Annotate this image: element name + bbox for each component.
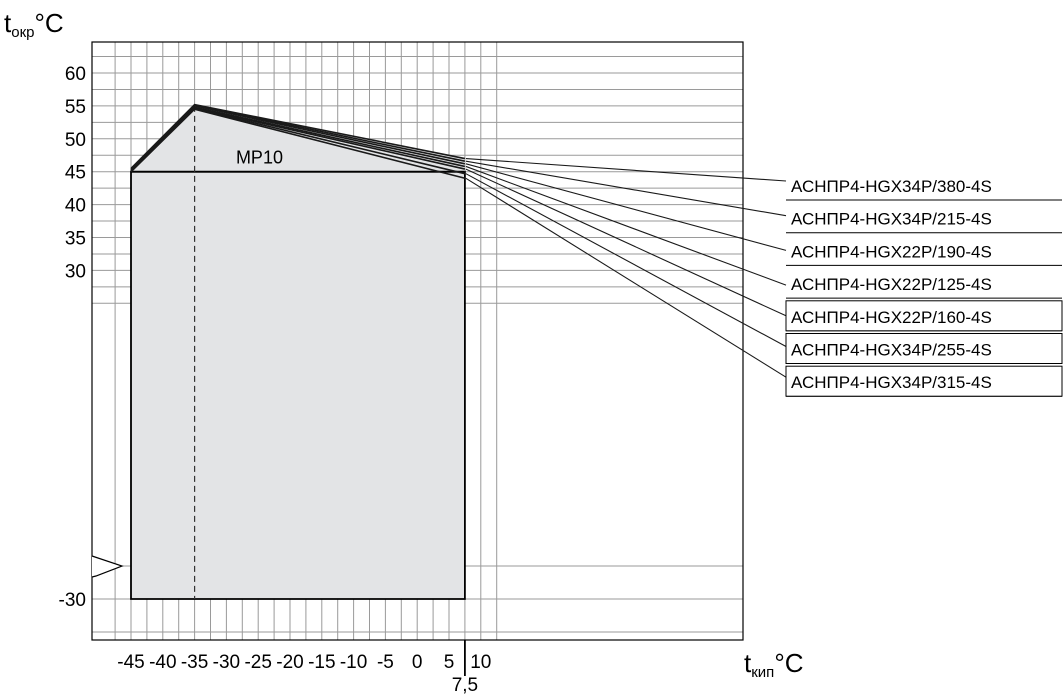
axis-layer: -45 -40 -35 -30 -25 -20 -15 -10 -5 0 5 107,53035404… [4,8,804,694]
legend-entry: АСНПР4-HGX22P/190-4S [791,242,992,261]
y-tick-label: 30 [65,261,86,282]
y-tick-label: 40 [65,196,86,217]
axis-break-icon [91,555,124,578]
region-label: MP10 [236,148,283,168]
legend-leader-line [465,173,787,347]
x-tick-label: -15 [308,652,335,673]
legend-entry: АСНПР4-HGX22P/125-4S [791,275,992,294]
y-tick-label: 60 [65,64,86,85]
legend-entry: АСНПР4-HGX34P/215-4S [791,210,992,229]
plot-frame [91,41,744,641]
legend-box [785,333,1063,364]
y-axis-title: tокр°C [4,8,64,41]
mp10-region [130,170,466,600]
legend-leader-line [465,165,787,286]
x-tick-label: 0 [412,652,423,673]
x-axis-title: tкип°C [744,648,804,681]
y-tick-label: -30 [59,590,86,611]
legend-leader-line [465,157,787,182]
legend-layer: АСНПР4-HGX34P/380-4S АСНПР4-HGX34P/215-4S… [465,157,1063,397]
legend-leader-line [465,168,787,317]
x-tick-label: -25 [244,652,271,673]
x-tick-label: -20 [276,652,303,673]
envelope-fill [131,104,465,172]
y-tick-label: 55 [65,97,86,118]
legend-leader-line [465,177,787,378]
x-tick-label: -10 [340,652,367,673]
legend-entry: АСНПР4-HGX34P/255-4S [791,341,992,360]
series-layer [130,103,466,180]
x-tick-label: -30 [213,652,240,673]
x-tick-label: -5 [377,652,394,673]
region-layer: MP10 [130,104,466,600]
x-tick-label: 5 [444,652,455,673]
x-tick-label: -40 [149,652,176,673]
legend-entry: АСНПР4-HGX22P/160-4S [791,308,992,327]
y-tick-label: 35 [65,229,86,250]
series-line-6 [130,108,466,180]
y-tick-label: 50 [65,130,86,151]
legend-entry: АСНПР4-HGX34P/380-4S [791,177,992,196]
y-tick-label: 45 [65,163,86,184]
x-tick-label: -35 [181,652,208,673]
legend-box [785,365,1063,397]
x-tick-label: 10 [470,652,491,673]
legend-leader-line [465,160,787,217]
legend-leader-line [465,163,787,251]
legend-box [785,300,1063,332]
legend-entry: АСНПР4-HGX34P/315-4S [791,373,992,392]
x-tick-label: -45 [117,652,144,673]
x-extra-tick-label: 7,5 [452,675,478,694]
